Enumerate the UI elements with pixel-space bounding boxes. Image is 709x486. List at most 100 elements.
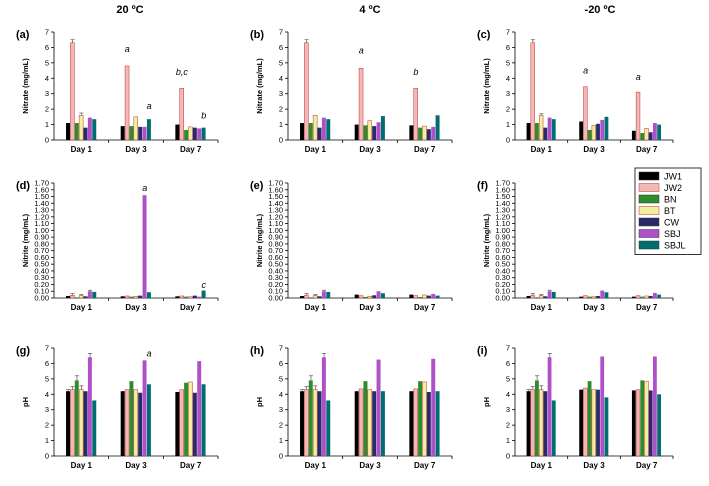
legend-label-jw1: JW1: [664, 172, 682, 182]
y-tick-label: 0: [279, 136, 283, 145]
bar-a-cw-2: [138, 126, 143, 140]
y-tick-label: 1.10: [495, 219, 510, 228]
y-tick-label: 0.50: [495, 260, 510, 269]
bar-g-jw1-2: [120, 391, 125, 456]
x-tick-label: Day 7: [414, 303, 436, 312]
y-tick-label: 1: [506, 436, 510, 445]
bar-i-jw1-1: [526, 391, 531, 456]
legend-swatch-cw: [638, 217, 660, 227]
x-tick-label: Day 1: [71, 461, 93, 470]
bar-h-cw-2: [372, 391, 377, 456]
bar-e-sbj-2: [376, 291, 381, 298]
bar-c-jw1-1: [526, 123, 531, 140]
x-tick-label: Day 1: [531, 303, 553, 312]
bar-g-cw-3: [192, 392, 197, 456]
bar-h-bt-3: [422, 381, 427, 457]
bar-h-bt-1: [312, 389, 318, 457]
y-tick-label: 4: [279, 74, 283, 83]
bar-c-sbj-2: [600, 119, 605, 140]
bar-b-cw-1: [317, 127, 322, 140]
bar-h-bn-3: [418, 381, 423, 456]
bar-a-bt-2: [133, 116, 139, 141]
panel-label-i: (i): [477, 345, 488, 357]
bar-h-sbjl-1: [326, 400, 331, 456]
bar-h-sbj-1: [321, 357, 326, 456]
significance-annotation: a: [583, 66, 588, 76]
significance-annotation: a: [147, 101, 152, 111]
y-tick-label: 0.90: [34, 233, 49, 242]
bar-a-cw-3: [192, 127, 197, 140]
bar-i-sbj-1: [547, 357, 552, 456]
y-tick-label: 4: [279, 390, 283, 399]
panel-label-d: (d): [16, 180, 30, 192]
y-tick-label: 0.70: [268, 246, 283, 255]
y-tick-label: 1.70: [268, 179, 283, 188]
y-tick-label: 1: [279, 120, 283, 129]
bar-f-sbjl-1: [551, 291, 556, 298]
bar-c-bt-2: [591, 125, 596, 141]
y-tick-label: 6: [279, 359, 283, 368]
y-tick-label: 0.20: [495, 280, 510, 289]
chart-panel-i: (i) pH 0 1 2 3 4 5 6 7 Day 1 Day 3 Day 7: [477, 344, 674, 470]
y-axis-title-b: Nitrate (mg/mL): [255, 58, 264, 114]
bar-c-bn-2: [587, 129, 592, 140]
bar-e-sbjl-1: [326, 291, 331, 298]
bar-i-jw2-1: [530, 389, 535, 457]
bar-f-jw2-2: [583, 295, 588, 299]
y-tick-label: 0.30: [495, 273, 510, 282]
y-tick-label: 1.50: [34, 192, 49, 201]
bar-a-sbj-1: [87, 117, 92, 140]
chart-panel-b: (b) Nitrate (mg/mL) 0 1 2 3 4 5 6 7 Day 1 Day 3 Day …: [250, 28, 453, 154]
y-tick-label: 0.50: [268, 260, 283, 269]
y-axis-title-d: Nitrite (mg/mL): [21, 213, 30, 267]
bar-d-sbjl-2: [146, 292, 151, 298]
x-tick-label: Day 7: [636, 461, 658, 470]
bar-c-cw-1: [543, 127, 548, 140]
bar-g-sbj-2: [142, 360, 147, 456]
bar-c-jw2-2: [583, 86, 588, 141]
x-tick-label: Day 3: [125, 145, 147, 154]
x-tick-label: Day 7: [414, 145, 436, 154]
y-tick-label: 1.70: [34, 179, 49, 188]
y-tick-label: 1: [279, 436, 283, 445]
chart-panel-a: (a) Nitrate (mg/mL) 0 1 2 3 4 5 6 7 Day 1 Day 3 Day …: [16, 28, 219, 154]
y-tick-label: 5: [279, 58, 283, 67]
y-tick-label: 7: [45, 28, 49, 37]
bar-i-cw-1: [543, 391, 548, 456]
bar-e-jw1-3: [409, 294, 414, 298]
y-tick-label: 0.70: [34, 246, 49, 255]
bar-f-jw2-3: [635, 295, 641, 299]
bar-d-cw-1: [83, 296, 88, 298]
x-tick-label: Day 1: [305, 461, 327, 470]
chart-panel-d: (d)Nitrite (mg/mL)0.000.100.200.300.400.…: [16, 179, 219, 312]
y-tick-label: 1.10: [34, 219, 49, 228]
panel-label-b: (b): [250, 29, 264, 41]
bar-i-jw1-2: [579, 389, 584, 456]
y-axis-title-g: pH: [21, 397, 30, 407]
bar-a-jw1-3: [175, 124, 180, 140]
bar-i-sbj-2: [600, 356, 605, 456]
bar-b-sbjl-2: [380, 116, 385, 140]
bar-i-jw1-3: [631, 390, 636, 456]
bar-h-sbj-2: [376, 359, 381, 456]
y-tick-label: 0.00: [495, 294, 510, 303]
bar-a-bn-1: [74, 123, 79, 140]
bar-e-jw2-1: [304, 295, 309, 299]
legend-swatch-jw2: [638, 183, 660, 192]
bar-c-sbjl-1: [551, 119, 556, 140]
y-tick-label: 2: [45, 421, 49, 430]
significance-annotation: a: [636, 72, 641, 82]
significance-annotation: b,c: [176, 67, 189, 77]
panel-label-e: (e): [250, 180, 264, 192]
bar-h-jw1-1: [300, 391, 304, 456]
bar-g-jw1-3: [175, 391, 180, 456]
bar-d-sbj-2: [142, 195, 147, 298]
y-tick-label: 6: [45, 43, 49, 52]
bar-i-sbj-3: [652, 356, 657, 456]
x-tick-label: Day 3: [583, 461, 605, 470]
bar-b-bt-3: [422, 125, 427, 141]
y-tick-label: 1.70: [495, 179, 510, 188]
bar-c-sbjl-3: [657, 124, 662, 140]
bar-i-cw-2: [596, 389, 600, 456]
y-tick-label: 1: [45, 120, 49, 129]
